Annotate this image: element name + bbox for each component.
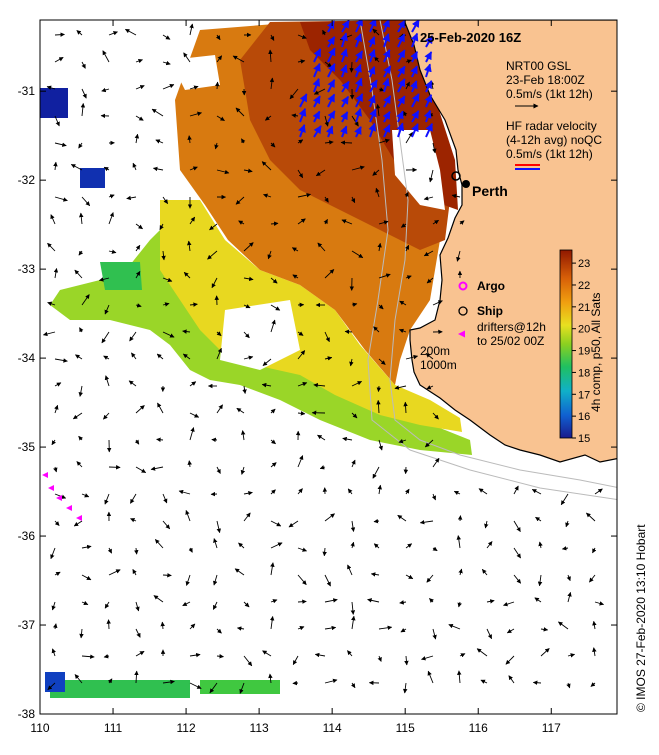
drifter-legend-line-1: drifters@12h xyxy=(477,320,546,334)
gsl-arrow xyxy=(217,82,218,89)
gsl-legend-line-1: NRT00 GSL xyxy=(506,59,571,73)
y-tick-label: -35 xyxy=(18,440,36,454)
ship-legend-label: Ship xyxy=(477,304,503,318)
gsl-legend-line-3: 0.5m/s (1kt 12h) xyxy=(506,87,593,101)
depth-label-200: 200m xyxy=(420,344,450,358)
sst-green-patch xyxy=(100,262,142,290)
date-label: 25-Feb-2020 16Z xyxy=(420,30,521,45)
gsl-arrow xyxy=(55,34,65,35)
radar-legend-line-3: 0.5m/s (1kt 12h) xyxy=(506,147,593,161)
argo-legend-label: Argo xyxy=(477,279,505,293)
gsl-arrow xyxy=(212,440,217,441)
y-tick-label: -31 xyxy=(18,84,36,98)
sst-south-patch-2 xyxy=(200,680,280,694)
x-tick-label: 112 xyxy=(177,721,196,735)
x-tick-label: 114 xyxy=(323,721,342,735)
colorbar-tick-label: 22 xyxy=(578,280,590,292)
gsl-legend-line-2: 23-Feb 18:00Z xyxy=(506,73,585,87)
colorbar-label: 4h comp, p50, All Sats xyxy=(589,293,603,412)
gsl-arrow xyxy=(460,516,461,521)
y-tick-label: -34 xyxy=(18,351,36,365)
x-tick-label: 115 xyxy=(396,721,415,735)
y-tick-label: -33 xyxy=(18,262,36,276)
gsl-arrow xyxy=(298,601,306,602)
gsl-arrow xyxy=(345,331,352,332)
x-tick-label: 111 xyxy=(104,721,123,735)
x-tick-label: 117 xyxy=(542,721,561,735)
gsl-arrow xyxy=(109,620,110,629)
gsl-arrow xyxy=(378,386,379,392)
gsl-arrow xyxy=(163,575,171,576)
gsl-arrow xyxy=(533,682,541,683)
colorbar-tick-label: 23 xyxy=(578,258,590,270)
x-tick-label: 113 xyxy=(250,721,269,735)
y-tick-label: -37 xyxy=(18,618,36,632)
radar-legend-line-1: HF radar velocity xyxy=(506,119,597,133)
credit-text: © IMOS 27-Feb-2020 13:10 Hobart xyxy=(634,524,648,712)
sst-south-patch xyxy=(50,680,190,698)
depth-label-1000: 1000m xyxy=(420,358,457,372)
y-tick-label: -38 xyxy=(18,707,36,721)
sst-west-blue xyxy=(40,88,68,118)
x-tick-label: 116 xyxy=(469,721,488,735)
colorbar-ramp xyxy=(560,250,572,438)
sst-west-blue-2 xyxy=(80,168,105,188)
perth-marker xyxy=(462,180,470,188)
gsl-arrow xyxy=(341,142,352,143)
colorbar-tick-label: 15 xyxy=(578,433,590,445)
gsl-arrow xyxy=(351,62,352,72)
y-tick-label: -32 xyxy=(18,173,36,187)
x-tick-label: 110 xyxy=(30,721,49,735)
city-label: Perth xyxy=(472,183,508,199)
drifter-legend-line-2: to 25/02 00Z xyxy=(477,334,544,348)
radar-legend-line-2: (4-12h avg) noQC xyxy=(506,133,602,147)
y-tick-label: -36 xyxy=(18,529,36,543)
